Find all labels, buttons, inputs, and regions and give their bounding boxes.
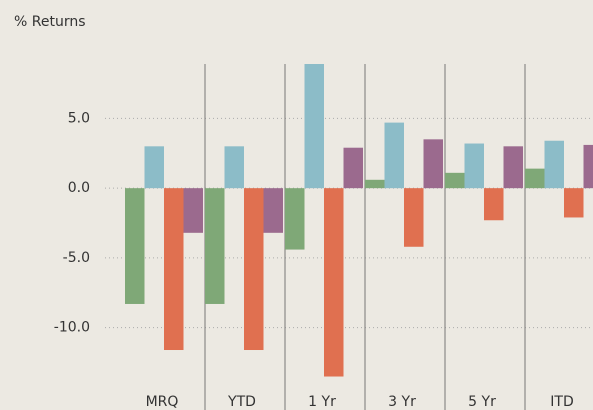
bar — [205, 188, 225, 304]
bar — [304, 64, 324, 189]
bar — [384, 122, 404, 189]
bar — [583, 144, 593, 189]
bar — [544, 140, 564, 189]
bar — [564, 188, 584, 218]
bar — [404, 188, 424, 247]
y-axis-label: % Returns — [14, 14, 86, 30]
x-tick-label: YTD — [227, 394, 256, 410]
bar — [144, 146, 164, 189]
bar — [244, 188, 264, 351]
bar — [125, 188, 145, 304]
bar — [285, 188, 305, 250]
bar — [423, 139, 443, 189]
bar — [525, 168, 545, 189]
y-tick-label: -10.0 — [54, 320, 90, 336]
y-tick-label: 0.0 — [68, 180, 90, 196]
bar — [445, 172, 465, 189]
bar — [464, 143, 484, 189]
bar — [503, 146, 523, 189]
bar — [224, 146, 244, 189]
bar — [164, 188, 184, 351]
y-tick-label: -5.0 — [63, 250, 90, 266]
x-tick-label: ITD — [550, 394, 573, 410]
bar — [324, 188, 344, 377]
x-tick-label: 3 Yr — [388, 394, 416, 410]
x-tick-label: MRQ — [146, 394, 179, 410]
bar — [365, 179, 385, 189]
bar — [183, 188, 203, 233]
bar — [484, 188, 504, 221]
x-tick-label: 1 Yr — [308, 394, 336, 410]
y-tick-label: 5.0 — [68, 110, 90, 126]
bar — [263, 188, 283, 233]
x-tick-label: 5 Yr — [468, 394, 496, 410]
bar — [343, 147, 363, 189]
